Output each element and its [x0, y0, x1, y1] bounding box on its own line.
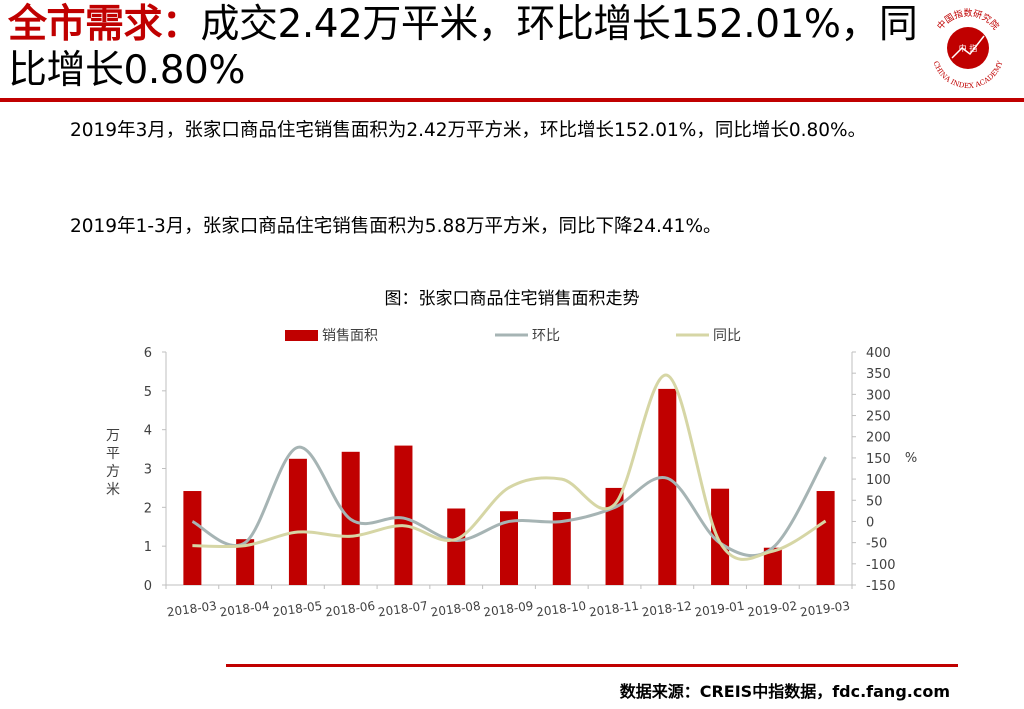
- y2-tick-label: 400: [866, 346, 891, 361]
- paragraph-quarterly: 2019年1-3月，张家口商品住宅销售面积为5.88万平方米，同比下降24.41…: [70, 216, 722, 237]
- bar-sales-area: [447, 508, 466, 585]
- line-yoy: [192, 373, 827, 561]
- page-title-highlight: 全市需求：: [8, 2, 201, 47]
- y-axis-label-char: 平: [106, 446, 120, 462]
- legend-mom-label: 环比: [532, 328, 560, 344]
- bar-sales-area: [236, 539, 255, 585]
- x-tick-label: 2018-10: [535, 599, 587, 620]
- china-index-academy-logo: 中国指数研究院 CHINA INDEX ACADEMY 中 指: [918, 2, 1018, 94]
- bar-sales-area: [552, 511, 571, 585]
- bar-sales-area: [500, 511, 518, 585]
- y2-tick-label: 200: [866, 431, 891, 446]
- bar-sales-area: [183, 491, 202, 585]
- bar-sales-area: [394, 445, 413, 585]
- y2-tick-label: 150: [866, 452, 891, 467]
- y-tick-label: 1: [144, 540, 152, 555]
- y-axis-label-char: 万: [106, 428, 120, 444]
- x-tick-label: 2018-07: [377, 599, 429, 620]
- y-axis-label-char: 方: [106, 464, 120, 480]
- x-tick-label: 2018-11: [588, 599, 640, 620]
- y2-tick-label: -50: [866, 537, 887, 552]
- y2-tick-label: 100: [866, 473, 891, 488]
- y-tick-label: 4: [144, 424, 152, 439]
- bar-sales-area: [816, 491, 835, 585]
- x-tick-label: 2019-03: [799, 599, 851, 620]
- footer-divider: [226, 664, 958, 667]
- x-tick-label: 2018-09: [483, 599, 535, 620]
- bar-sales-area: [711, 488, 730, 585]
- y2-tick-label: 0: [866, 515, 874, 530]
- y2-tick-label: 300: [866, 388, 891, 403]
- x-tick-label: 2018-06: [324, 599, 376, 620]
- legend-yoy-label: 同比: [713, 328, 741, 344]
- logo-center-text: 中 指: [959, 43, 978, 53]
- y-tick-label: 0: [144, 579, 152, 594]
- chart-title: 图：张家口商品住宅销售面积走势: [384, 289, 640, 309]
- paragraph-monthly: 2019年3月，张家口商品住宅销售面积为2.42万平方米，环比增长152.01%…: [70, 120, 867, 141]
- bar-sales-area: [605, 487, 624, 585]
- legend-sales-area-label: 销售面积: [322, 328, 378, 344]
- x-tick-label: 2018-05: [272, 599, 324, 620]
- x-tick-label: 2019-02: [746, 599, 798, 620]
- bar-sales-area: [763, 547, 782, 585]
- x-tick-label: 2019-01: [694, 599, 746, 620]
- y-tick-label: 5: [144, 385, 152, 400]
- y-tick-label: 6: [144, 346, 152, 361]
- y2-tick-label: 350: [866, 367, 891, 382]
- y2-tick-label: 50: [866, 494, 883, 509]
- page-title: 全市需求：成交2.42万平米，环比增长152.01%，同比增长0.80%: [8, 2, 918, 94]
- y-axis-label-char: 米: [106, 482, 120, 498]
- data-source: 数据来源：CREIS中指数据，fdc.fang.com: [619, 682, 950, 701]
- y2-tick-label: 250: [866, 410, 891, 425]
- x-tick-label: 2018-12: [641, 599, 693, 620]
- y-tick-label: 2: [144, 501, 152, 516]
- x-tick-label: 2018-08: [430, 599, 482, 620]
- y2-axis-label: %: [905, 451, 917, 466]
- y-tick-label: 3: [144, 463, 152, 478]
- y2-tick-label: -100: [866, 558, 896, 573]
- bar-sales-area: [288, 458, 307, 585]
- title-divider: [0, 98, 1024, 102]
- legend-sales-area-swatch: [285, 330, 318, 341]
- page-title-text: 成交2.42万平米，环比增长152.01%，同比增长0.80%: [8, 2, 918, 93]
- y2-tick-label: -150: [866, 579, 896, 594]
- x-tick-label: 2018-04: [219, 599, 271, 620]
- bar-sales-area: [658, 388, 677, 585]
- x-tick-label: 2018-03: [166, 599, 218, 620]
